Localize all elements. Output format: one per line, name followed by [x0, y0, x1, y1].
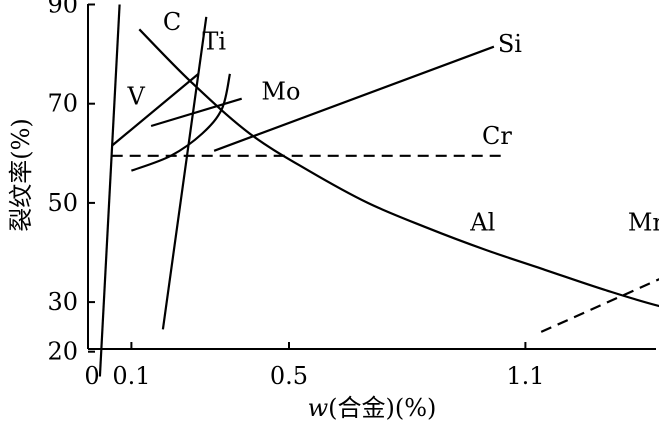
series-lines: [98, 4, 659, 377]
series-line-unnamed: [98, 4, 121, 377]
x-tick-label: 0.1: [112, 362, 150, 390]
series-line-si: [213, 45, 495, 152]
series-line-mn: [540, 278, 659, 333]
y-tick-label: 50: [47, 189, 78, 217]
x-axis-title: w(合金)(%): [308, 394, 437, 422]
x-axis-variable: w: [308, 394, 329, 422]
series-label-c: C: [163, 8, 181, 36]
series-label-mo: Mo: [261, 77, 300, 105]
y-tick-label: 20: [47, 338, 78, 366]
y-axis-title: 裂纹率(%): [7, 118, 35, 232]
x-tick-label: 0.5: [270, 362, 308, 390]
axes: [87, 4, 656, 350]
series-label-cr: Cr: [482, 122, 512, 150]
series-label-si: Si: [498, 30, 522, 58]
series-line-v: [110, 73, 200, 147]
series-label-v: V: [126, 82, 145, 110]
series-line-unnamed: [131, 73, 231, 172]
series-label-ti: Ti: [202, 28, 226, 56]
series-line-mo: [150, 97, 243, 128]
y-tick-label: 30: [47, 288, 78, 316]
series-line-ti: [161, 16, 208, 330]
y-tick-label: 70: [47, 90, 78, 118]
y-tick-label: 90: [47, 0, 78, 19]
x-tick-label: 0: [84, 362, 99, 390]
x-axis-unit: (合金)(%): [328, 394, 436, 422]
series-line-c: [138, 28, 659, 308]
series-labels: V C Ti Mo Si Cr Mn Al: [126, 8, 659, 237]
x-tick-label: 1.1: [506, 362, 544, 390]
ticks: 00.10.51.11.62030507090: [47, 0, 544, 390]
annotation-label: Al: [469, 209, 495, 237]
series-label-mn: Mn: [628, 209, 659, 237]
